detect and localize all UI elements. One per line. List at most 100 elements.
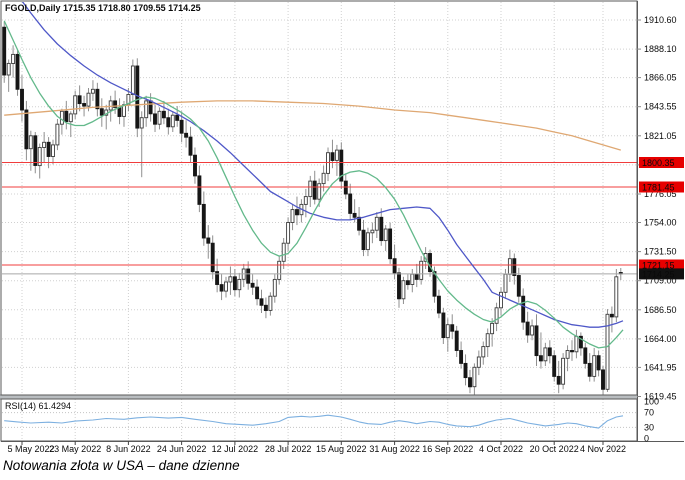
time-axis-label: 16 Sep 2022: [422, 444, 473, 454]
candle-bear: [263, 304, 268, 311]
candle-bear: [161, 110, 166, 119]
rsi-axis-label: 100: [644, 397, 659, 407]
time-axis-label: 24 Jun 2022: [157, 444, 207, 454]
candle-bear: [175, 114, 180, 121]
candle-bear: [2, 26, 7, 76]
candle-bull: [11, 53, 16, 64]
price-axis-label: 1619.45: [644, 392, 677, 402]
time-axis-label: 8 Jun 2022: [106, 444, 151, 454]
candle-bear: [215, 271, 220, 285]
time-axis-scale[interactable]: [0, 441, 685, 457]
price-axis-scale[interactable]: [638, 0, 685, 441]
time-axis-label: 4 Nov 2022: [580, 444, 626, 454]
chart-canvas: 1910.601888.101866.051843.551821.051798.…: [0, 0, 685, 457]
price-axis-label: 1910.60: [644, 15, 677, 25]
candle-bull: [370, 229, 375, 234]
candle-bear: [113, 100, 118, 108]
candle-bear: [166, 117, 171, 128]
candle-bear: [193, 154, 197, 177]
candle-bear: [468, 377, 472, 388]
candle-bear: [512, 258, 517, 276]
candle-bull: [374, 216, 379, 231]
time-axis-label: 20 Oct 2022: [530, 444, 579, 454]
candle-bear: [77, 95, 82, 105]
candle-bull: [543, 347, 548, 362]
candle-bear: [361, 229, 366, 251]
chart-background: [0, 0, 685, 457]
candle-bear: [534, 325, 539, 357]
candle-bear: [436, 295, 441, 314]
candle-bear: [250, 282, 255, 288]
candle-bull: [614, 276, 619, 318]
candle-bear: [459, 350, 464, 364]
candle-bull: [272, 278, 277, 297]
price-axis-label: 1866.05: [644, 73, 677, 83]
candle-bull: [499, 291, 503, 309]
time-axis-label: 23 May 2022: [49, 444, 101, 454]
candle-bull: [561, 357, 566, 385]
chart-plot-surface[interactable]: [2, 2, 637, 395]
candle-bear: [601, 369, 605, 390]
candle-bear: [538, 355, 543, 362]
candle-bear: [570, 350, 574, 353]
candle-bull: [481, 346, 486, 358]
candle-bear: [552, 355, 557, 377]
time-axis-label: 28 Jul 2022: [265, 444, 312, 454]
candle-bear: [388, 228, 393, 260]
candle-bull: [59, 110, 64, 125]
candle-bear: [179, 119, 184, 134]
price-axis-label: 1641.95: [644, 362, 677, 372]
candle-bull: [485, 333, 490, 348]
candle-bear: [64, 110, 69, 123]
panel-separator-bar: [0, 395, 637, 399]
current-price-badge-label: 1714.25: [642, 269, 675, 279]
rsi-line: [4, 414, 624, 429]
candle-bull: [383, 228, 388, 242]
price-axis-label: 1776.05: [644, 189, 677, 199]
candle-bull: [281, 242, 286, 262]
candle-bull: [68, 113, 73, 123]
candles-group: [2, 22, 623, 395]
candle-bear: [525, 321, 530, 336]
candle-bear: [295, 209, 299, 216]
candle-bear: [330, 152, 335, 161]
candle-bull: [55, 123, 60, 146]
candle-bull: [277, 260, 282, 280]
candle-bear: [24, 109, 29, 150]
candle-bull: [90, 88, 95, 94]
candle-bear: [33, 135, 38, 166]
candle-bull: [228, 276, 233, 283]
candle-bear: [441, 312, 446, 339]
candle-bull: [472, 366, 477, 388]
candle-bull: [86, 92, 91, 107]
candle-bull: [592, 355, 597, 377]
candle-bull: [530, 325, 535, 336]
candle-bull: [490, 322, 495, 335]
price-axis-label: 1754.00: [644, 218, 677, 228]
candle-bear: [206, 237, 211, 244]
candle-bear: [82, 103, 87, 107]
candle-bear: [463, 362, 468, 379]
candle-bull: [51, 144, 55, 157]
candle-bear: [201, 203, 206, 239]
current-price-badge: [639, 268, 684, 280]
candle-bear: [20, 88, 24, 111]
candle-bull: [6, 62, 11, 76]
rsi-axis-label: 0: [644, 434, 649, 444]
candle-bull: [445, 324, 450, 339]
candle-bear: [255, 286, 260, 300]
price-axis-label: 1888.10: [644, 44, 677, 54]
candle-bear: [405, 280, 410, 286]
candle-bear: [210, 242, 215, 273]
time-axis-label: 15 Aug 2022: [316, 444, 367, 454]
price-level-badge: [639, 181, 684, 193]
candle-bull: [37, 147, 42, 167]
ma-overlays-group: [3, 2, 624, 349]
candle-bear: [188, 136, 193, 156]
candle-bear: [454, 330, 459, 351]
candle-bear: [578, 335, 583, 349]
candle-bull: [42, 141, 47, 148]
candle-bull: [73, 95, 78, 115]
candle-bull: [130, 65, 135, 95]
time-axis-label: 31 Aug 2022: [369, 444, 420, 454]
